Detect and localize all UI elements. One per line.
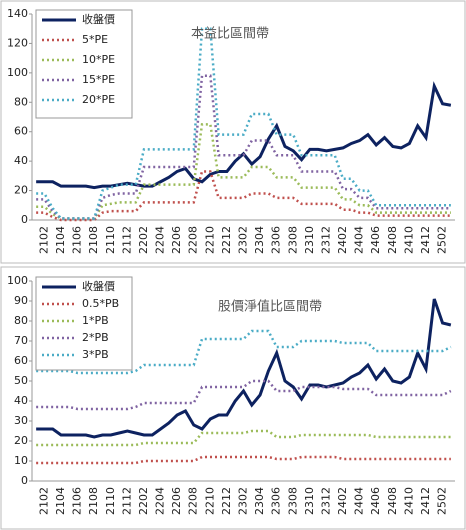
x-tick-label: 2412 bbox=[419, 226, 432, 254]
y-tick-label: 50 bbox=[14, 374, 28, 387]
legend-label: 0.5*PB bbox=[82, 297, 119, 310]
x-tick-label: 2404 bbox=[353, 487, 366, 515]
x-tick-label: 2304 bbox=[253, 226, 266, 254]
series-line bbox=[36, 74, 451, 220]
legend-label: 收盤價 bbox=[82, 279, 115, 293]
x-tick-label: 2304 bbox=[253, 487, 266, 515]
x-tick-label: 2306 bbox=[270, 487, 283, 515]
y-tick-label: 120 bbox=[7, 36, 28, 49]
x-tick-label: 2310 bbox=[303, 487, 316, 515]
x-tick-label: 2204 bbox=[154, 226, 167, 254]
legend-label: 1*PB bbox=[82, 314, 109, 327]
y-tick-label: 30 bbox=[14, 414, 28, 427]
legend-label: 5*PE bbox=[82, 33, 108, 46]
x-tick-label: 2206 bbox=[170, 226, 183, 254]
chart-title: 股價淨值比區間帶 bbox=[218, 299, 322, 315]
x-tick-label: 2502 bbox=[436, 226, 449, 254]
legend-label: 2*PB bbox=[82, 331, 109, 344]
x-tick-label: 2312 bbox=[319, 226, 332, 254]
series-line bbox=[36, 298, 452, 439]
x-tick-label: 2112 bbox=[120, 487, 133, 515]
y-tick-label: 20 bbox=[14, 434, 28, 447]
x-tick-label: 2410 bbox=[402, 226, 415, 254]
x-tick-label: 2308 bbox=[286, 487, 299, 515]
x-tick-label: 2410 bbox=[402, 487, 415, 515]
x-tick-label: 2108 bbox=[87, 226, 100, 254]
y-tick-label: 80 bbox=[14, 314, 28, 327]
y-tick-label: 0 bbox=[21, 474, 28, 487]
x-tick-label: 2112 bbox=[120, 226, 133, 254]
y-tick-label: 80 bbox=[14, 95, 28, 108]
x-tick-label: 2104 bbox=[54, 226, 67, 254]
x-tick-label: 2108 bbox=[87, 487, 100, 515]
x-tick-label: 2312 bbox=[319, 487, 332, 515]
y-tick-label: 90 bbox=[14, 294, 28, 307]
x-tick-label: 2404 bbox=[353, 226, 366, 254]
x-tick-label: 2204 bbox=[154, 487, 167, 515]
x-tick-label: 2208 bbox=[187, 226, 200, 254]
y-tick-label: 100 bbox=[7, 274, 28, 287]
y-tick-label: 40 bbox=[14, 154, 28, 167]
x-tick-label: 2408 bbox=[386, 487, 399, 515]
x-tick-label: 2202 bbox=[137, 226, 150, 254]
x-tick-label: 2212 bbox=[220, 487, 233, 515]
x-tick-label: 2104 bbox=[54, 487, 67, 515]
legend-label: 3*PB bbox=[82, 348, 109, 361]
x-tick-label: 2406 bbox=[369, 226, 382, 254]
y-tick-label: 0 bbox=[21, 213, 28, 226]
x-tick-label: 2110 bbox=[104, 226, 117, 254]
x-tick-label: 2412 bbox=[419, 487, 432, 515]
series-line bbox=[36, 329, 452, 375]
x-tick-label: 2106 bbox=[71, 226, 84, 254]
x-tick-label: 2408 bbox=[386, 226, 399, 254]
x-tick-label: 2102 bbox=[37, 226, 50, 254]
x-tick-label: 2210 bbox=[203, 487, 216, 515]
legend-label: 10*PE bbox=[82, 53, 115, 66]
series-line bbox=[36, 123, 451, 220]
x-tick-label: 2310 bbox=[303, 226, 316, 254]
x-tick-label: 2406 bbox=[369, 487, 382, 515]
x-tick-label: 2308 bbox=[286, 226, 299, 254]
x-tick-label: 2306 bbox=[270, 226, 283, 254]
y-tick-label: 70 bbox=[14, 334, 28, 347]
y-tick-label: 140 bbox=[7, 7, 28, 20]
y-tick-label: 10 bbox=[14, 454, 28, 467]
y-tick-label: 40 bbox=[14, 394, 28, 407]
series-line bbox=[36, 27, 451, 220]
legend-label: 15*PE bbox=[82, 73, 115, 86]
y-tick-label: 20 bbox=[14, 184, 28, 197]
x-tick-label: 2302 bbox=[237, 226, 250, 254]
y-tick-label: 60 bbox=[14, 354, 28, 367]
x-tick-label: 2208 bbox=[187, 487, 200, 515]
y-tick-label: 60 bbox=[14, 125, 28, 138]
x-tick-label: 2202 bbox=[137, 487, 150, 515]
x-tick-label: 2302 bbox=[237, 487, 250, 515]
x-tick-label: 2210 bbox=[203, 226, 216, 254]
legend-label: 收盤價 bbox=[82, 12, 115, 26]
series-line bbox=[36, 379, 452, 411]
legend-label: 20*PE bbox=[82, 93, 115, 106]
x-tick-label: 2102 bbox=[37, 487, 50, 515]
x-tick-label: 2110 bbox=[104, 487, 117, 515]
x-tick-label: 2502 bbox=[436, 487, 449, 515]
y-tick-label: 100 bbox=[7, 66, 28, 79]
x-tick-label: 2402 bbox=[336, 226, 349, 254]
chart-title: 本益比區間帶 bbox=[191, 27, 269, 42]
x-tick-label: 2212 bbox=[220, 226, 233, 254]
legend-box bbox=[35, 9, 133, 119]
x-tick-label: 2206 bbox=[170, 487, 183, 515]
x-tick-label: 2106 bbox=[71, 487, 84, 515]
x-tick-label: 2402 bbox=[336, 487, 349, 515]
